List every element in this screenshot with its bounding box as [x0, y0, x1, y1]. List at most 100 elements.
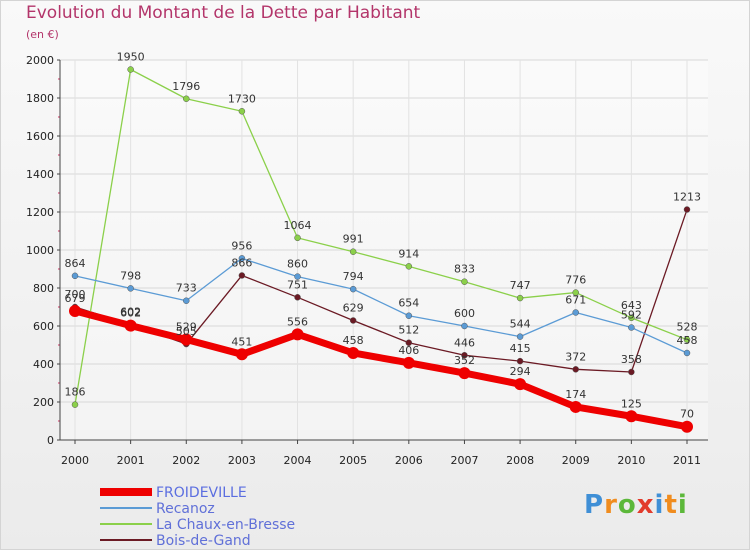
- data-label: 833: [454, 263, 475, 276]
- data-point: [124, 319, 137, 332]
- data-label: 1064: [284, 219, 312, 232]
- logo-letter: i: [677, 490, 688, 520]
- data-label: 556: [287, 315, 308, 328]
- data-point: [681, 420, 693, 433]
- data-point: [405, 339, 413, 346]
- data-point: [628, 324, 635, 331]
- data-label: 1213: [673, 191, 701, 204]
- chart-title: Evolution du Montant de la Dette par Hab…: [26, 3, 421, 23]
- data-point: [238, 272, 246, 279]
- data-point: [683, 349, 691, 357]
- logo-letter: r: [604, 490, 618, 520]
- data-label: 860: [287, 258, 308, 271]
- y-tick-label: 1000: [26, 244, 54, 257]
- series-line: [71, 307, 691, 431]
- data-point: [683, 206, 691, 213]
- y-tick-label: 200: [33, 396, 54, 409]
- data-label: 956: [231, 239, 252, 252]
- data-point: [349, 317, 357, 324]
- data-point: [238, 255, 246, 262]
- x-tick-label: 2010: [617, 454, 645, 467]
- y-tick-label: 800: [33, 282, 54, 295]
- data-label: 544: [510, 318, 531, 331]
- logo-letter: P: [584, 490, 605, 520]
- chart-subtitle: (en €): [26, 28, 59, 41]
- proxiti-logo: Proxiti: [584, 490, 688, 520]
- data-point: [71, 401, 79, 408]
- data-point: [235, 348, 248, 361]
- data-label: 671: [565, 294, 586, 307]
- data-point: [516, 294, 524, 302]
- data-point: [569, 400, 582, 413]
- data-point: [514, 378, 527, 391]
- y-tick-label: 1600: [26, 130, 54, 143]
- data-point: [405, 263, 413, 270]
- logo-letter: i: [654, 490, 665, 520]
- x-tick-label: 2006: [395, 454, 423, 467]
- logo-letter: o: [617, 490, 637, 520]
- data-label: 125: [621, 397, 642, 410]
- data-label: 654: [398, 297, 419, 310]
- data-label: 776: [565, 274, 586, 287]
- y-tick-label: 600: [33, 320, 54, 333]
- x-tick-label: 2000: [61, 454, 89, 467]
- data-point: [461, 352, 468, 359]
- data-point: [461, 278, 468, 285]
- data-point: [628, 368, 635, 376]
- data-point: [291, 328, 304, 341]
- logo-letter: x: [636, 490, 655, 520]
- data-point: [625, 410, 638, 423]
- data-point: [516, 357, 524, 365]
- data-point: [238, 108, 246, 115]
- data-point: [572, 366, 579, 373]
- y-tick-label: 400: [33, 358, 54, 371]
- data-label: 358: [621, 353, 642, 366]
- data-label: 458: [343, 334, 364, 347]
- legend-entry: FROIDEVILLE: [156, 485, 247, 501]
- data-label: 733: [176, 282, 197, 295]
- x-tick-label: 2002: [172, 454, 200, 467]
- legend-entry: Bois-de-Gand: [156, 533, 251, 549]
- data-label: 747: [510, 279, 531, 292]
- x-tick-label: 2001: [117, 454, 145, 467]
- data-label: 600: [454, 307, 475, 320]
- data-label: 294: [510, 365, 531, 378]
- data-point: [180, 333, 193, 346]
- data-point: [402, 356, 415, 369]
- data-point: [71, 272, 79, 280]
- data-label: 186: [65, 386, 86, 399]
- data-point: [294, 294, 301, 301]
- data-label: 451: [231, 335, 252, 348]
- y-tick-label: 1800: [26, 92, 54, 105]
- data-point: [516, 333, 524, 340]
- x-tick-label: 2011: [673, 454, 701, 467]
- data-point: [683, 336, 691, 343]
- data-label: 512: [398, 324, 419, 337]
- data-point: [294, 273, 301, 280]
- data-label: 1796: [172, 80, 200, 93]
- x-tick-label: 2009: [562, 454, 590, 467]
- data-label: 1730: [228, 92, 256, 105]
- data-label: 866: [231, 256, 252, 269]
- data-point: [127, 66, 134, 73]
- data-label: 794: [343, 270, 364, 283]
- data-label: 1950: [117, 51, 145, 64]
- data-label: 352: [454, 354, 475, 367]
- y-tick-label: 1200: [26, 206, 54, 219]
- data-label: 629: [343, 301, 364, 314]
- data-label: 406: [398, 344, 419, 357]
- data-point: [349, 285, 357, 293]
- data-point: [461, 322, 468, 330]
- data-label: 174: [565, 388, 586, 401]
- data-label: 751: [287, 278, 308, 291]
- data-point: [347, 346, 360, 359]
- data-label: 528: [677, 321, 698, 334]
- data-point: [349, 248, 357, 255]
- data-point: [628, 314, 635, 322]
- y-tick-label: 0: [47, 434, 54, 447]
- data-point: [572, 309, 579, 316]
- data-label: 446: [454, 336, 475, 349]
- data-point: [405, 312, 413, 319]
